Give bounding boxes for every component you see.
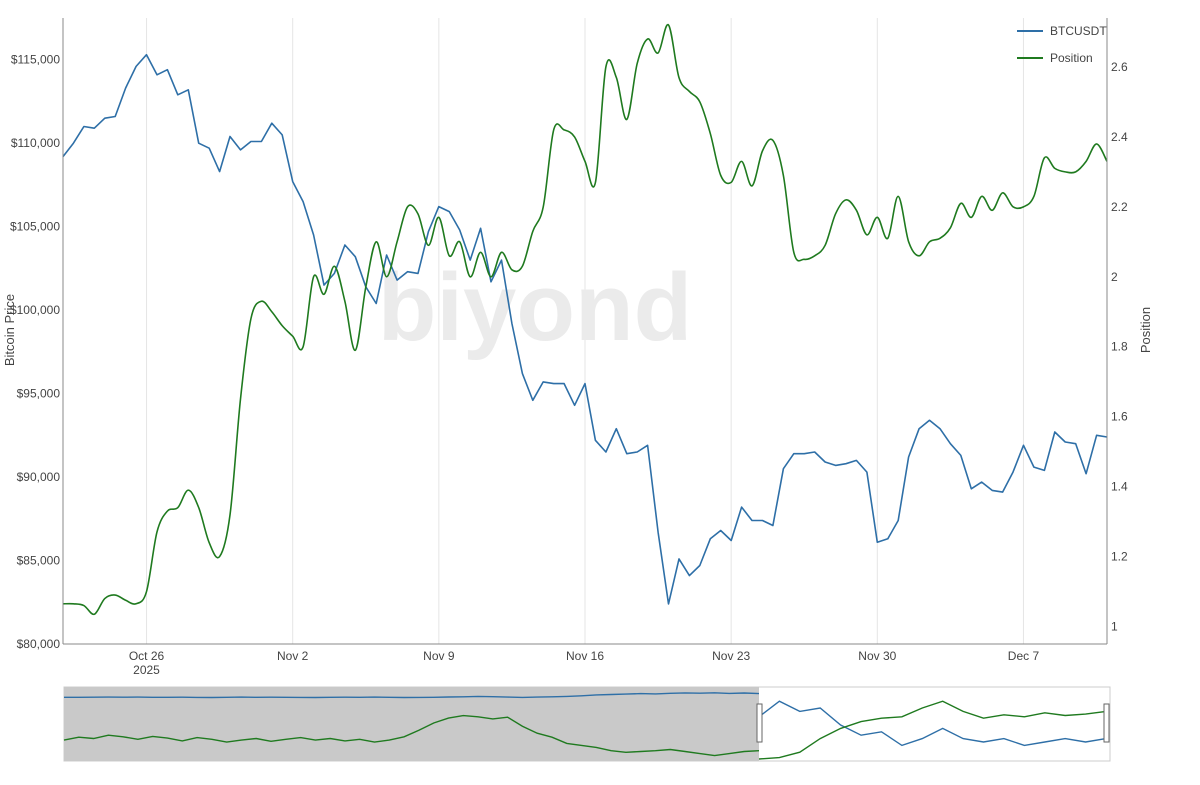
y-left-tick-label: $115,000 [11, 53, 60, 67]
x-tick-label: Nov 30 [858, 649, 896, 663]
y-right-tick-label: 1.2 [1111, 550, 1128, 564]
legend-item-btcusdt[interactable]: BTCUSDT [1017, 24, 1107, 38]
y-right-tick-label: 2.2 [1111, 200, 1128, 214]
x-tick-label: Nov 23 [712, 649, 750, 663]
series-line-position [62, 24, 1108, 616]
navigator-position-selected [758, 700, 1107, 760]
x-tick-label: Nov 16 [566, 649, 604, 663]
legend-label: BTCUSDT [1050, 24, 1107, 38]
navigator-right-handle[interactable] [1103, 703, 1110, 743]
navigator-left-handle[interactable] [756, 703, 763, 743]
legend-item-position[interactable]: Position [1017, 51, 1093, 65]
x-tick-label: Nov 9 [423, 649, 455, 663]
x-tick-sublabel: 2025 [133, 663, 160, 677]
y-axis-right-title: Position [1138, 307, 1153, 353]
x-tick-label: Oct 26 [129, 649, 165, 663]
watermark: biyond [378, 254, 693, 361]
series-line-btcusdt [62, 53, 1108, 605]
y-left-tick-label: $90,000 [17, 470, 61, 484]
navigator-position-masked [63, 714, 760, 757]
legend[interactable]: BTCUSDT Position [1017, 24, 1107, 65]
legend-label: Position [1050, 51, 1093, 65]
y-right-tick-label: 1.4 [1111, 480, 1128, 494]
series-lines [62, 24, 1108, 616]
y-left-tick-label: $85,000 [17, 554, 61, 568]
y-right-tick-label: 2.4 [1111, 130, 1128, 144]
y-right-tick-label: 2.6 [1111, 60, 1128, 74]
navigator-btc-masked [64, 692, 760, 699]
x-tick-label: Nov 2 [277, 649, 309, 663]
range-navigator[interactable] [63, 686, 1111, 762]
navigator-mask [64, 687, 759, 761]
y-left-tick-label: $105,000 [10, 220, 60, 234]
y-left-tick-label: $100,000 [10, 303, 60, 317]
y-left-tick-label: $95,000 [17, 387, 61, 401]
y-right-tick-label: 1 [1111, 620, 1118, 634]
vertical-grid [146, 18, 1024, 644]
x-tick-label: Dec 7 [1008, 649, 1040, 663]
navigator-btc-selected [758, 700, 1107, 747]
y-left-tick-label: $110,000 [11, 136, 60, 150]
y-right-tick-label: 1.6 [1111, 410, 1128, 424]
y-right-tick-label: 2 [1111, 270, 1118, 284]
y-left-tick-label: $80,000 [17, 637, 61, 651]
y-right-tick-label: 1.8 [1111, 340, 1128, 354]
y-axis-left-title: Bitcoin Price [2, 294, 17, 366]
